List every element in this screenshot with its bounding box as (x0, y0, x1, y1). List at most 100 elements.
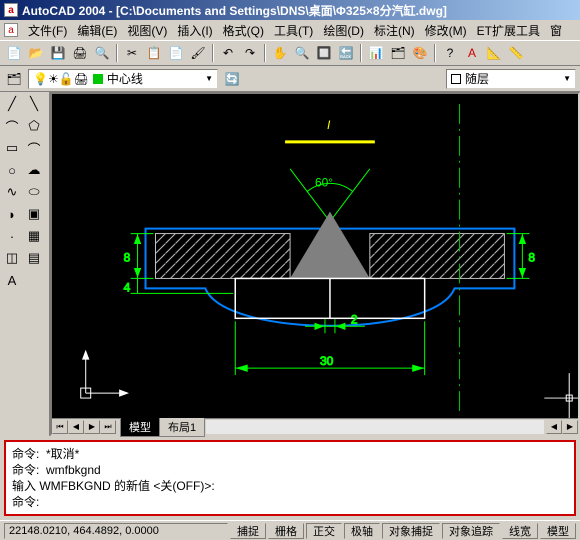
dc-button[interactable]: 🗂 (388, 43, 408, 63)
new-button[interactable]: 📄 (4, 43, 24, 63)
menu-window[interactable]: 窗 (546, 20, 566, 41)
cmd-line-4: 命令: (12, 494, 568, 510)
color-name: 随层 (465, 70, 489, 87)
tool-a-button[interactable]: A (462, 43, 482, 63)
pline-tool[interactable]: ⌒ (2, 116, 22, 136)
layer-selector[interactable]: 💡 ☀ 🔓 🖨 中心线 ▼ (28, 69, 218, 89)
tabs: 模型 布局1 (120, 417, 204, 437)
zoom-win-button[interactable]: 🔲 (314, 43, 334, 63)
menu-draw[interactable]: 绘图(D) (319, 20, 368, 41)
scroll-right-button[interactable]: ▶ (562, 420, 578, 434)
polygon-tool[interactable]: ⬠ (24, 116, 44, 136)
pan-button[interactable]: ✋ (270, 43, 290, 63)
layer-plot-icon: 🖨 (74, 72, 89, 86)
tool-c-button[interactable]: 📏 (506, 43, 526, 63)
open-button[interactable]: 📂 (26, 43, 46, 63)
ucs-icon (81, 351, 128, 398)
circle-tool[interactable]: ○ (2, 160, 22, 180)
table-tool[interactable]: ▤ (24, 248, 44, 268)
tool-palette-button[interactable]: 🎨 (410, 43, 430, 63)
tab-prev-button[interactable]: ◀ (68, 420, 84, 434)
layer-lock-icon: 🔓 (59, 72, 74, 86)
line-tool[interactable]: ╱ (2, 94, 22, 114)
dim-4-left: 4 (124, 280, 131, 294)
paste-button[interactable]: 📄 (166, 43, 186, 63)
separator (116, 44, 118, 62)
print-button[interactable]: 🖨 (70, 43, 90, 63)
menu-edit[interactable]: 编辑(E) (73, 20, 121, 41)
zoom-prev-button[interactable]: 🔙 (336, 43, 356, 63)
rectangle-tool[interactable]: ▭ (2, 138, 22, 158)
layer-manager-button[interactable]: 🗂 (4, 69, 24, 89)
standard-toolbar: 📄 📂 💾 🖨 🔍 ✂ 📋 📄 🖌 ↶ ↷ ✋ 🔍 🔲 🔙 📊 🗂 🎨 ? A … (0, 40, 580, 66)
dim-30-label: 30 (320, 354, 334, 368)
point-tool[interactable]: · (2, 226, 22, 246)
menu-format[interactable]: 格式(Q) (219, 20, 268, 41)
spline-tool[interactable]: ∿ (2, 182, 22, 202)
command-window[interactable]: 命令: *取消* 命令: wmfbkgnd 输入 WMFBKGND 的新值 <关… (4, 440, 576, 516)
dropdown-arrow-icon: ▼ (201, 74, 213, 83)
layer-color-swatch (93, 74, 103, 84)
menu-ext[interactable]: ET扩展工具 (473, 20, 544, 41)
properties-toolbar: 🗂 💡 ☀ 🔓 🖨 中心线 ▼ 🔄 随层 ▼ (0, 66, 580, 92)
menu-tools[interactable]: 工具(T) (270, 20, 317, 41)
block-tool[interactable]: ▣ (24, 204, 44, 224)
tab-next-button[interactable]: ▶ (84, 420, 100, 434)
separator (212, 44, 214, 62)
arc-tool[interactable]: ⌒ (24, 138, 44, 158)
draw-toolbar: ╱ ╲ ⌒ ⬠ ▭ ⌒ ○ ☁ ∿ ⬭ ◗ ▣ · ▦ ◫ ▤ A (0, 92, 50, 436)
layer-freeze-icon: ☀ (48, 72, 59, 86)
cut-button[interactable]: ✂ (122, 43, 142, 63)
main-area: ╱ ╲ ⌒ ⬠ ▭ ⌒ ○ ☁ ∿ ⬭ ◗ ▣ · ▦ ◫ ▤ A I 60° (0, 92, 580, 436)
title-text: AutoCAD 2004 - [C:\Documents and Setting… (22, 2, 447, 19)
menu-dimension[interactable]: 标注(N) (370, 20, 419, 41)
match-button[interactable]: 🖌 (188, 43, 208, 63)
color-selector[interactable]: 随层 ▼ (446, 69, 576, 89)
menu-bar: a 文件(F) 编辑(E) 视图(V) 插入(I) 格式(Q) 工具(T) 绘图… (0, 20, 580, 40)
xline-tool[interactable]: ╲ (24, 94, 44, 114)
scroll-left-button[interactable]: ◀ (546, 420, 562, 434)
props-button[interactable]: 📊 (366, 43, 386, 63)
region-tool[interactable]: ◫ (2, 248, 22, 268)
status-bar: 22148.0210, 464.4892, 0.0000 捕捉 栅格 正交 极轴… (0, 520, 580, 540)
redo-button[interactable]: ↷ (240, 43, 260, 63)
tabs-scroll: ⏮ ◀ ▶ ⏭ 模型 布局1 ◀ ▶ (52, 418, 578, 434)
hatch-right (370, 234, 505, 279)
zoom-rt-button[interactable]: 🔍 (292, 43, 312, 63)
canvas-wrap: I 60° (50, 92, 580, 436)
angle-label: 60° (315, 176, 333, 190)
tool-b-button[interactable]: 📐 (484, 43, 504, 63)
dim-8-left: 8 (124, 250, 131, 264)
dim-2-label: 2 (351, 312, 358, 326)
layer-on-icon: 💡 (33, 72, 48, 86)
dim-2: 2 (305, 312, 365, 333)
menu-view[interactable]: 视图(V) (123, 20, 171, 41)
cmd-line-1: 命令: *取消* (12, 446, 568, 462)
app-icon: a (4, 3, 18, 17)
title-bar: a AutoCAD 2004 - [C:\Documents and Setti… (0, 0, 580, 20)
menu-file[interactable]: 文件(F) (24, 20, 71, 41)
menu-modify[interactable]: 修改(M) (421, 20, 471, 41)
ellipse-arc-tool[interactable]: ◗ (2, 204, 22, 224)
separator (360, 44, 362, 62)
drawing-canvas[interactable]: I 60° (52, 94, 578, 418)
drawing-svg: I 60° (52, 94, 578, 418)
hatch-tool[interactable]: ▦ (24, 226, 44, 246)
text-tool[interactable]: A (2, 270, 22, 290)
undo-button[interactable]: ↶ (218, 43, 238, 63)
tab-layout1[interactable]: 布局1 (159, 417, 205, 437)
tab-last-button[interactable]: ⏭ (100, 420, 116, 434)
save-button[interactable]: 💾 (48, 43, 68, 63)
dim-30: 30 (235, 321, 424, 375)
menu-insert[interactable]: 插入(I) (173, 20, 216, 41)
layer-prev-button[interactable]: 🔄 (222, 69, 242, 89)
preview-button[interactable]: 🔍 (92, 43, 112, 63)
copy-button[interactable]: 📋 (144, 43, 164, 63)
help-button[interactable]: ? (440, 43, 460, 63)
scroll-track[interactable] (206, 420, 544, 434)
tab-first-button[interactable]: ⏮ (52, 420, 68, 434)
revcloud-tool[interactable]: ☁ (24, 160, 44, 180)
ellipse-tool[interactable]: ⬭ (24, 182, 44, 202)
tab-model[interactable]: 模型 (120, 417, 160, 437)
dim-8-right: 8 (528, 250, 535, 264)
